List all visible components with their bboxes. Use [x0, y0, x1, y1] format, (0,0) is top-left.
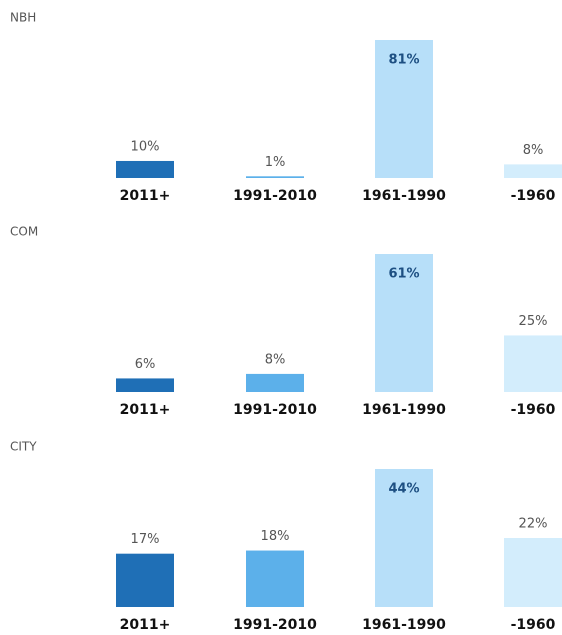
bar [116, 378, 174, 392]
category-label: 1991-2010 [233, 188, 317, 204]
category-label: 1961-1990 [362, 617, 446, 633]
bar [504, 335, 562, 392]
bar [375, 40, 433, 178]
category-label: 2011+ [120, 617, 171, 633]
value-label: 44% [388, 482, 419, 497]
value-label: 25% [519, 314, 548, 329]
category-label: 1991-2010 [233, 617, 317, 633]
chart-title: CITY [10, 440, 37, 454]
category-label: -1960 [511, 188, 556, 204]
bar [504, 538, 562, 607]
bar [375, 254, 433, 392]
value-label: 6% [135, 357, 156, 372]
category-label: 1961-1990 [362, 188, 446, 204]
value-label: 61% [388, 267, 419, 282]
category-label: 2011+ [120, 402, 171, 418]
value-label: 22% [519, 517, 548, 532]
bar [246, 550, 304, 607]
bar [504, 164, 562, 178]
value-label: 18% [261, 529, 290, 544]
category-label: -1960 [511, 617, 556, 633]
category-label: 1961-1990 [362, 402, 446, 418]
value-label: 10% [131, 139, 160, 154]
chart-title: NBH [10, 11, 36, 25]
category-label: 2011+ [120, 188, 171, 204]
bar [246, 176, 304, 178]
category-label: -1960 [511, 402, 556, 418]
value-label: 81% [388, 53, 419, 68]
category-label: 1991-2010 [233, 402, 317, 418]
value-label: 17% [131, 532, 160, 547]
bar [116, 553, 174, 607]
value-label: 1% [265, 155, 286, 170]
chart-title: COM [10, 225, 38, 239]
value-label: 8% [265, 352, 286, 367]
bar [246, 373, 304, 392]
bar [375, 469, 433, 607]
value-label: 8% [523, 143, 544, 158]
bar [116, 160, 174, 178]
